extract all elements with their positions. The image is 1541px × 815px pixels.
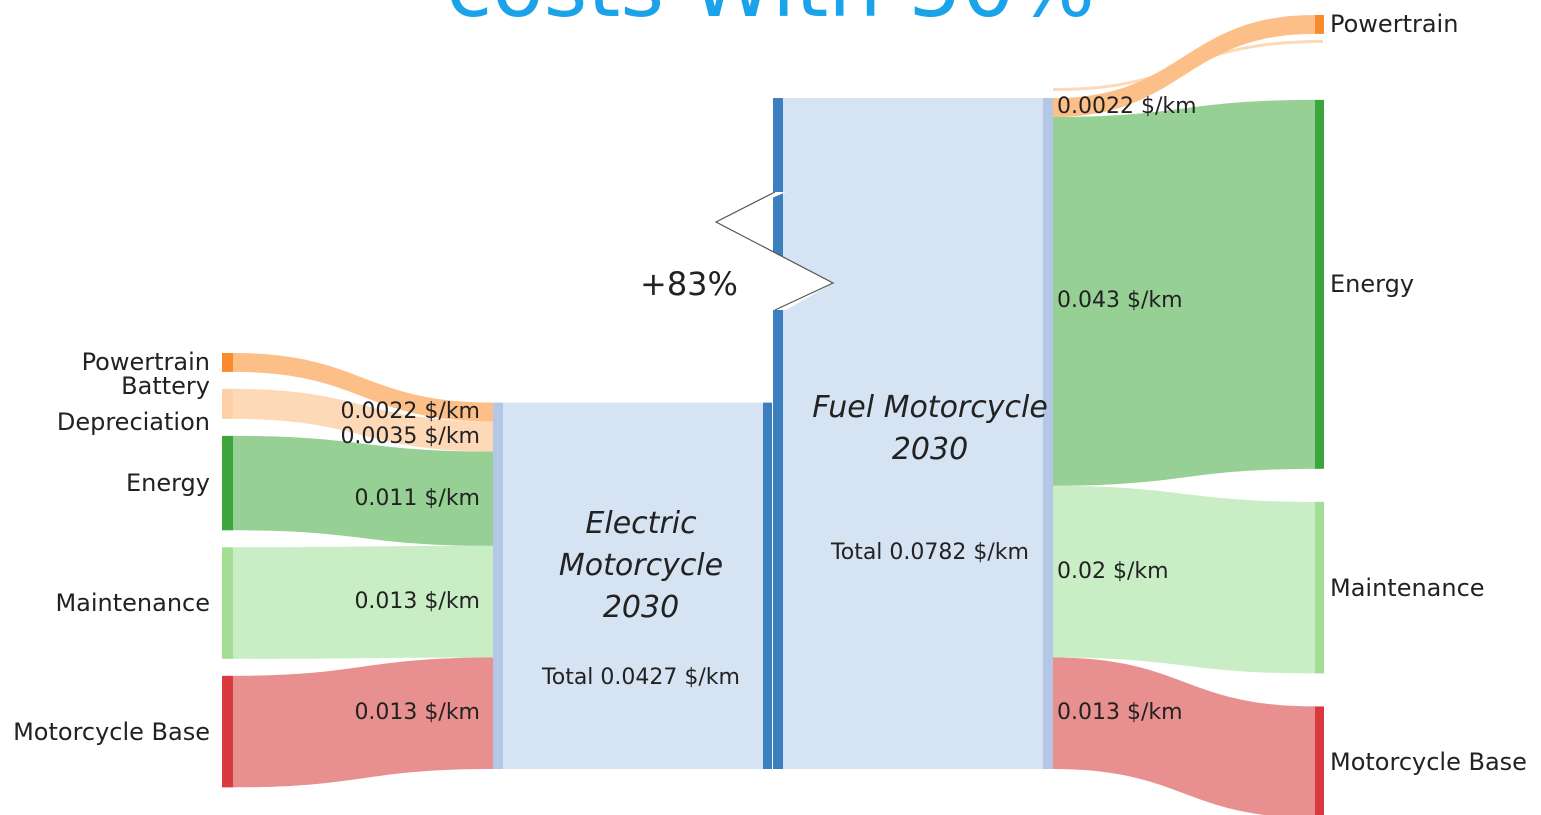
flow <box>1053 99 1315 486</box>
node-name: Fuel Motorcycle 2030 <box>812 390 1048 467</box>
callout-line <box>714 191 835 311</box>
value-label: 0.02 $/km <box>1057 558 1169 584</box>
flow <box>1053 15 1315 117</box>
value-label: 0.013 $/km <box>354 588 480 614</box>
value-label: 0.013 $/km <box>354 700 480 726</box>
node-edge <box>773 98 783 769</box>
flow <box>233 388 493 452</box>
flow <box>233 545 493 659</box>
node <box>493 402 770 769</box>
flow <box>233 435 493 546</box>
source-bar <box>222 675 233 788</box>
category-label: Powertrain <box>1330 10 1459 39</box>
category-label: Battery Depreciation <box>56 371 210 436</box>
callout <box>716 192 833 310</box>
category-label: Motorcycle Base <box>1330 748 1527 777</box>
source-bar <box>222 435 233 531</box>
node <box>775 98 1053 769</box>
node-total: Total 0.0782 $/km <box>831 540 1029 565</box>
flow <box>233 353 493 422</box>
value-label: 0.0022 $/km <box>340 399 480 425</box>
target-bar <box>1315 15 1324 34</box>
category-label: Energy <box>125 469 210 498</box>
target-bar <box>1315 501 1324 674</box>
source-bar <box>222 353 233 372</box>
target-bar <box>1315 706 1324 815</box>
target-bar <box>1315 99 1324 469</box>
chart-title: costs With 50% <box>0 0 1541 36</box>
node-edge <box>1043 98 1053 769</box>
node-edge <box>763 402 772 769</box>
node-name: Electric Motorcycle 2030 <box>558 506 724 625</box>
value-label: 0.013 $/km <box>1057 700 1183 726</box>
value-label: 0.011 $/km <box>354 485 480 511</box>
category-label: Powertrain <box>81 348 210 377</box>
node-total: Total 0.0427 $/km <box>542 665 740 690</box>
flow <box>1053 657 1315 815</box>
category-label: Energy <box>1330 270 1415 299</box>
annotation: +83% <box>640 265 738 303</box>
category-label: Motorcycle Base <box>13 717 210 746</box>
category-label: Maintenance <box>55 589 210 618</box>
node-edge <box>493 402 503 769</box>
value-label: 0.0035 $/km <box>340 423 480 449</box>
category-label: Maintenance <box>1330 573 1485 602</box>
flow <box>233 657 493 788</box>
value-label: 0.0022 $/km <box>1057 94 1197 120</box>
source-bar <box>222 547 233 659</box>
value-label: 0.043 $/km <box>1057 288 1183 314</box>
source-bar <box>222 388 233 419</box>
flow <box>1053 485 1315 674</box>
